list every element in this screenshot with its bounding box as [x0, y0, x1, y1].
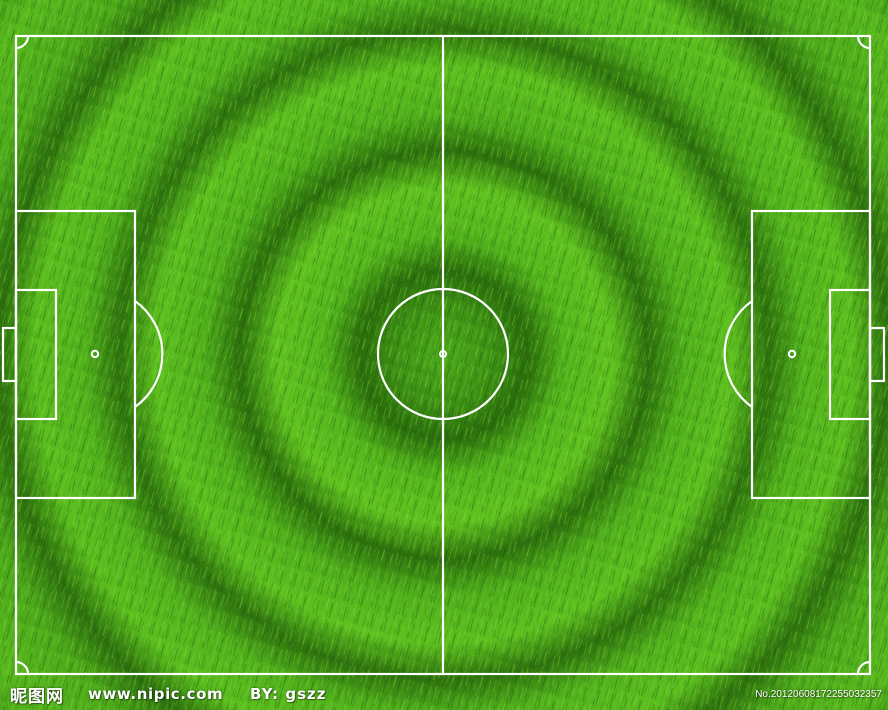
corner-arc-top-right	[856, 35, 871, 50]
left-goal	[1, 326, 18, 383]
watermark-url: www.nipic.com	[88, 685, 224, 703]
pitch-markings	[1, 34, 886, 676]
corner-arc-top-left	[15, 35, 30, 50]
left-penalty-arc	[134, 300, 164, 408]
center-circle	[376, 287, 510, 421]
right-penalty-spot	[787, 349, 797, 359]
corner-arc-bottom-right	[856, 660, 871, 675]
right-penalty-arc	[723, 300, 753, 408]
watermark-author: BY: gszz	[250, 685, 327, 703]
right-goal	[868, 326, 886, 383]
left-penalty-spot	[90, 349, 100, 359]
watermark-number: No.20120608172255032357	[755, 689, 882, 700]
watermark-logo-text: 昵图网	[10, 687, 64, 707]
center-spot	[439, 350, 447, 358]
corner-arc-bottom-left	[15, 660, 30, 675]
